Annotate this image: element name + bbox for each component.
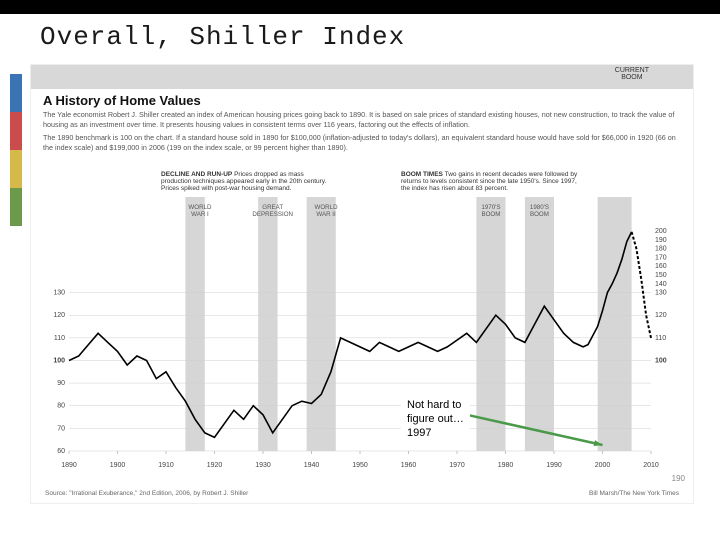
svg-text:WORLD: WORLD (188, 204, 212, 211)
chart-paragraph2: The 1890 benchmark is 100 on the chart. … (31, 131, 693, 152)
current-boom-label: CURRENTBOOM (615, 67, 649, 82)
svg-text:60: 60 (57, 448, 65, 455)
svg-text:1920: 1920 (207, 462, 223, 469)
svg-text:130: 130 (53, 290, 65, 297)
svg-text:1980'S: 1980'S (530, 204, 549, 211)
slide-number: 190 (672, 474, 685, 483)
svg-text:110: 110 (655, 335, 666, 342)
svg-text:1910: 1910 (158, 462, 174, 469)
svg-text:180: 180 (655, 246, 667, 253)
title-area: Overall, Shiller Index (0, 14, 720, 64)
chart-subtitle: The Yale economist Robert J. Shiller cre… (43, 110, 681, 129)
svg-text:DEPRESSION: DEPRESSION (252, 211, 293, 218)
svg-text:1970: 1970 (449, 462, 465, 469)
svg-text:160: 160 (655, 263, 667, 270)
svg-text:2010: 2010 (643, 462, 659, 469)
svg-text:70: 70 (57, 425, 65, 432)
accent-strip (10, 74, 22, 226)
chart-plot: WORLDWAR IGREATDEPRESSIONWORLDWAR II1970… (43, 195, 683, 475)
svg-text:170: 170 (655, 254, 667, 261)
svg-text:1950: 1950 (352, 462, 368, 469)
svg-text:80: 80 (57, 403, 65, 410)
svg-text:120: 120 (53, 312, 65, 319)
section-decline-head: DECLINE AND RUN-UP (161, 171, 232, 178)
chart-paragraph2-text: The 1890 benchmark is 100 on the chart. … (43, 133, 681, 152)
svg-text:BOOM: BOOM (530, 211, 549, 218)
svg-text:BOOM: BOOM (481, 211, 500, 218)
svg-text:100: 100 (53, 357, 65, 364)
svg-text:GREAT: GREAT (262, 204, 283, 211)
svg-text:190: 190 (655, 237, 667, 244)
title-topbar (0, 0, 720, 14)
section-boom-head: BOOM TIMES (401, 171, 443, 178)
chart-header: A History of Home Values The Yale econom… (31, 89, 693, 131)
chart-svg: WORLDWAR IGREATDEPRESSIONWORLDWAR II1970… (43, 195, 683, 475)
svg-text:2000: 2000 (595, 462, 611, 469)
chart-header-band: CURRENTBOOM (31, 65, 693, 89)
svg-text:WAR I: WAR I (191, 211, 209, 218)
svg-text:140: 140 (655, 281, 667, 288)
chart-title: A History of Home Values (43, 93, 681, 108)
section-boom: BOOM TIMES Two gains in recent decades w… (401, 171, 581, 192)
source-text: Source: "Irrational Exuberance," 2nd Edi… (45, 490, 248, 497)
svg-text:1960: 1960 (401, 462, 417, 469)
svg-text:1940: 1940 (304, 462, 320, 469)
section-decline: DECLINE AND RUN-UP Prices dropped as mas… (161, 171, 331, 192)
svg-text:1930: 1930 (255, 462, 271, 469)
svg-text:90: 90 (57, 380, 65, 387)
svg-text:120: 120 (655, 312, 667, 319)
annotation-box: Not hard tofigure out…1997 (401, 395, 470, 444)
svg-text:150: 150 (655, 272, 667, 279)
svg-text:WORLD: WORLD (315, 204, 339, 211)
svg-text:200: 200 (655, 228, 667, 235)
svg-text:110: 110 (54, 335, 65, 342)
chart-container: CURRENTBOOM A History of Home Values The… (30, 64, 694, 504)
slide-title: Overall, Shiller Index (40, 22, 680, 52)
svg-text:130: 130 (655, 290, 667, 297)
svg-text:1900: 1900 (110, 462, 126, 469)
svg-text:WAR II: WAR II (316, 211, 336, 218)
svg-text:1990: 1990 (546, 462, 562, 469)
slide: Overall, Shiller Index CURRENTBOOM A His… (0, 0, 720, 540)
svg-text:1980: 1980 (498, 462, 514, 469)
svg-text:1970'S: 1970'S (481, 204, 500, 211)
svg-text:1890: 1890 (61, 462, 77, 469)
svg-text:100: 100 (655, 357, 667, 364)
credit-text: Bill Marsh/The New York Times (589, 490, 679, 497)
